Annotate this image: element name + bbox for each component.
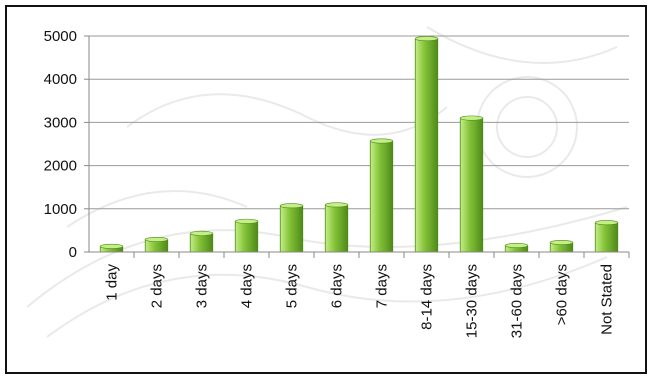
x-tick-label: 7 days [374, 264, 391, 308]
y-tick-label: 1000 [44, 201, 77, 218]
gridlines [89, 35, 629, 253]
bar [234, 220, 259, 253]
y-tick-label: 0 [69, 244, 77, 261]
bar-top [144, 236, 169, 242]
y-tick-label: 2000 [44, 158, 77, 175]
x-tick-label: 1 day [104, 264, 121, 301]
bar-top [279, 203, 304, 209]
y-tick-label: 5000 [44, 28, 77, 45]
x-tick-label: >60 days [554, 264, 571, 325]
bar-top [504, 243, 529, 249]
bars [99, 36, 619, 253]
x-tick-label: 15-30 days [464, 264, 481, 338]
bar-top [459, 115, 484, 121]
x-tick-label: 4 days [239, 264, 256, 308]
bar [279, 205, 304, 253]
bar [459, 117, 484, 253]
bar [594, 222, 619, 253]
x-axis: 1 day 2 days 3 days 4 days 5 days 6 days 7 day… [89, 251, 630, 338]
watermark-pattern [26, 26, 628, 338]
x-tick-label: Not Stated [599, 264, 616, 335]
bar-top [234, 218, 259, 224]
bar [324, 204, 349, 253]
chart-frame: 0 1000 2000 3000 4000 5000 1 day 2 days 3 days 4… [5, 5, 647, 374]
y-axis: 0 1000 2000 3000 4000 5000 [44, 28, 90, 261]
x-tick-label: 6 days [329, 264, 346, 308]
y-tick-label: 3000 [44, 114, 77, 131]
x-tick-label: 2 days [149, 264, 166, 308]
bar [189, 233, 214, 253]
bar-top [549, 239, 574, 245]
bar-chart: 0 1000 2000 3000 4000 5000 1 day 2 days 3 days 4… [26, 26, 630, 338]
bar-top [594, 220, 619, 226]
y-tick-label: 4000 [44, 71, 77, 88]
x-tick-label: 5 days [284, 264, 301, 308]
bar [414, 38, 439, 253]
x-tick-label: 31-60 days [509, 264, 526, 338]
bar [369, 140, 394, 253]
bar-top [369, 138, 394, 144]
bar-top [189, 230, 214, 236]
bar-top [324, 202, 349, 208]
x-tick-label: 3 days [194, 264, 211, 308]
x-tick-label: 8-14 days [419, 264, 436, 330]
bar-top [414, 36, 439, 42]
bar-top [99, 243, 124, 249]
